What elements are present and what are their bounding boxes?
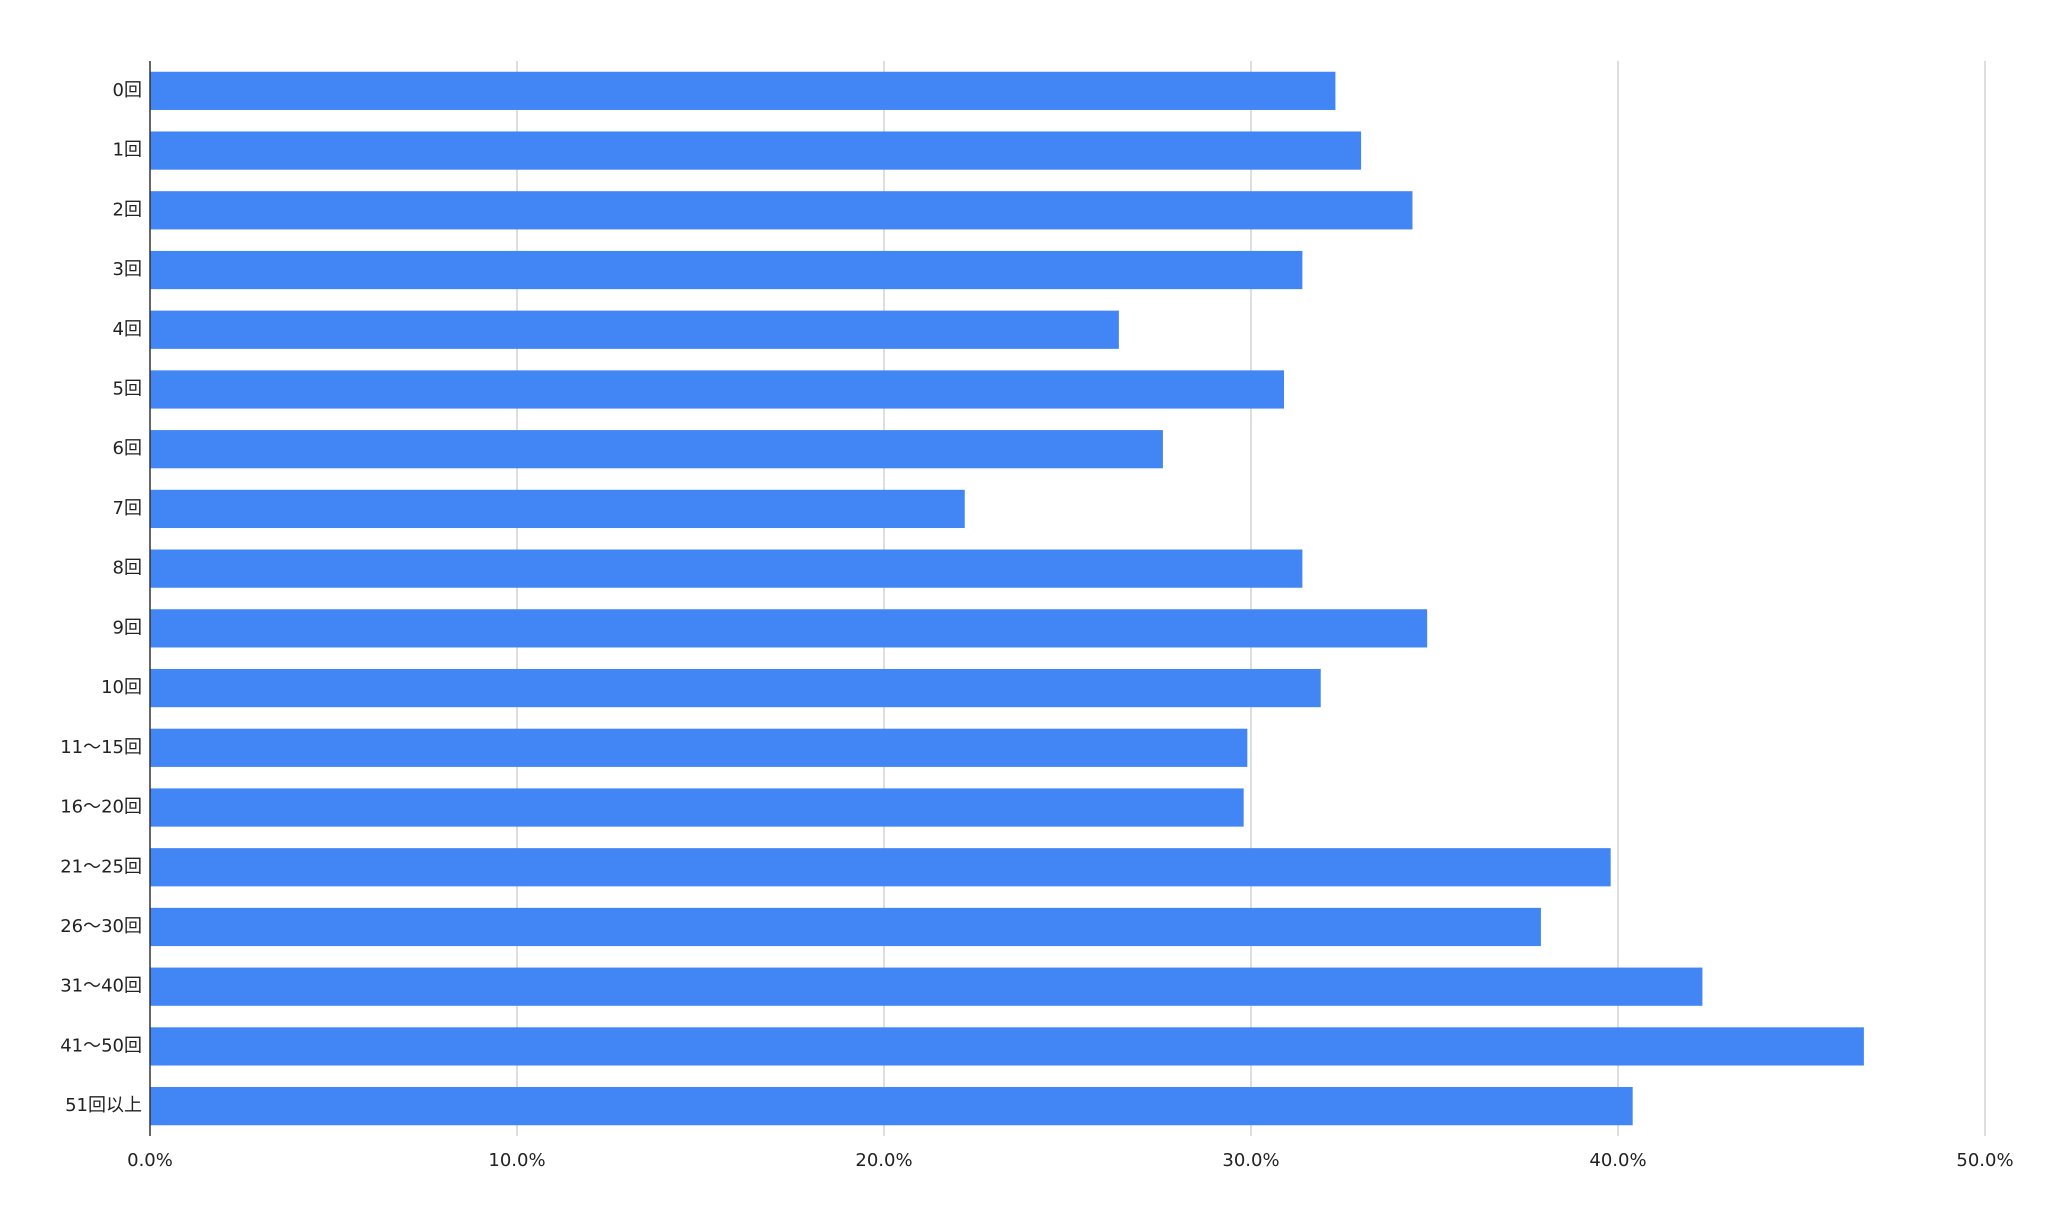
bar xyxy=(150,549,1303,588)
y-tick-label: 3回 xyxy=(113,259,142,280)
y-tick-label: 1回 xyxy=(113,140,142,161)
y-tick-label: 26〜30回 xyxy=(60,916,142,937)
y-tick-label: 16〜20回 xyxy=(60,797,142,818)
y-tick-label: 2回 xyxy=(113,199,142,220)
y-tick-label: 31〜40回 xyxy=(60,976,142,997)
x-tick-label: 10.0% xyxy=(488,1150,545,1171)
y-tick-label: 4回 xyxy=(113,319,142,340)
bar xyxy=(150,131,1362,170)
x-tick-label: 50.0% xyxy=(1956,1150,2013,1171)
bar xyxy=(150,728,1248,767)
bar xyxy=(150,430,1163,469)
bar xyxy=(150,310,1119,349)
x-tick-label: 0.0% xyxy=(127,1150,173,1171)
bar xyxy=(150,370,1285,409)
bar xyxy=(150,668,1321,708)
y-tick-label: 41〜50回 xyxy=(60,1035,142,1056)
bar xyxy=(150,609,1428,648)
bar xyxy=(150,1027,1864,1066)
y-tick-label: 5回 xyxy=(113,378,142,399)
y-tick-label: 7回 xyxy=(113,498,142,519)
bar xyxy=(150,191,1413,230)
bar xyxy=(150,788,1244,827)
bar xyxy=(150,489,965,529)
bar xyxy=(150,71,1336,110)
y-tick-label: 0回 xyxy=(113,80,142,101)
x-tick-label: 40.0% xyxy=(1589,1150,1646,1171)
bar xyxy=(150,907,1541,947)
bar xyxy=(150,967,1703,1006)
y-tick-label: 6回 xyxy=(113,438,142,459)
x-tick-label: 20.0% xyxy=(855,1150,912,1171)
y-tick-label: 21〜25回 xyxy=(60,856,142,877)
y-tick-label: 11〜15回 xyxy=(60,737,142,758)
y-tick-label: 51回以上 xyxy=(65,1095,142,1116)
y-tick-label: 8回 xyxy=(113,558,142,579)
y-tick-label: 10回 xyxy=(101,677,142,698)
x-tick-label: 30.0% xyxy=(1222,1150,1279,1171)
bar xyxy=(150,1087,1633,1126)
y-tick-label: 9回 xyxy=(113,617,142,638)
bar xyxy=(150,250,1303,290)
bar xyxy=(150,848,1611,887)
